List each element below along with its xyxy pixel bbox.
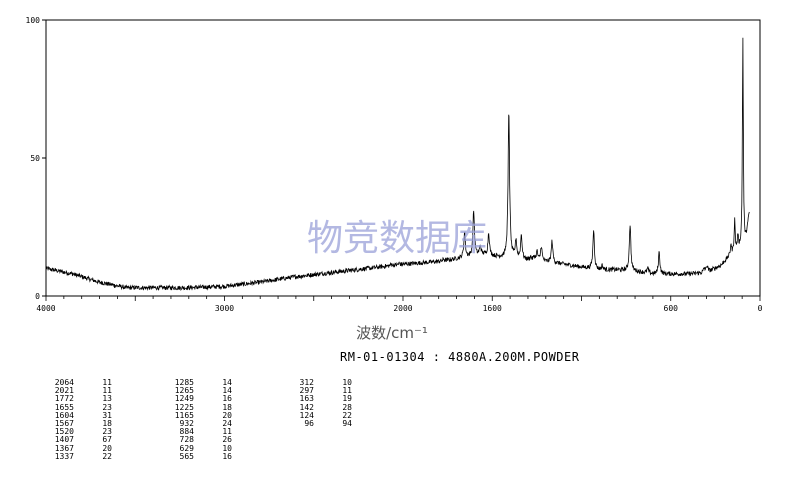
peak-wavenumber: 96 [304, 418, 314, 428]
x-tick-label: 600 [664, 304, 679, 313]
peak-intensity: 18 [222, 402, 232, 412]
sample-caption: RM-01-01304 : 4880A.200M.POWDER [340, 350, 580, 364]
x-tick-label: 0 [758, 304, 763, 313]
y-axis: 100 50 0 [26, 16, 46, 301]
peak-wavenumber: 163 [299, 394, 314, 404]
peak-intensity: 26 [222, 435, 232, 445]
peak-row: 1165 20 [166, 410, 232, 420]
peak-intensity: 10 [342, 378, 352, 387]
peak-wavenumber: 1285 [174, 378, 194, 387]
peak-wavenumber: 297 [299, 386, 314, 396]
peak-row: 1520 23 [46, 427, 112, 437]
peak-row: 163 19 [286, 395, 352, 403]
peak-wavenumber: 142 [299, 402, 314, 412]
peak-intensity: 22 [342, 410, 352, 420]
peak-row: 96 94 [286, 418, 352, 428]
peak-wavenumber: 312 [299, 378, 314, 387]
peak-wavenumber: 884 [179, 427, 194, 437]
peak-row: 1367 20 [46, 443, 112, 453]
peak-intensity: 13 [102, 394, 112, 404]
peak-intensity: 16 [222, 451, 232, 461]
peak-intensity: 19 [342, 394, 352, 404]
peak-wavenumber: 1520 [54, 427, 74, 437]
peak-row: 728 26 [166, 436, 232, 444]
peak-wavenumber: 2064 [54, 378, 74, 387]
peak-row: 312 10 [286, 378, 352, 387]
peak-wavenumber: 1225 [174, 402, 194, 412]
peak-intensity: 14 [222, 386, 232, 396]
peak-row: 2021 11 [46, 386, 112, 396]
peak-wavenumber: 2021 [54, 386, 74, 396]
y-tick-label: 0 [35, 292, 40, 301]
peak-intensity: 94 [342, 418, 352, 428]
peak-row: 297 11 [286, 386, 352, 396]
peak-intensity: 67 [102, 435, 112, 445]
peak-wavenumber: 1604 [54, 410, 74, 420]
peak-row: 1265 14 [166, 386, 232, 396]
spectrum-line [45, 37, 750, 291]
peak-intensity: 20 [102, 443, 112, 453]
peak-wavenumber: 1265 [174, 386, 194, 396]
peak-intensity: 23 [102, 427, 112, 437]
peak-intensity: 11 [102, 378, 112, 387]
peak-row: 1407 67 [46, 436, 112, 444]
peak-column: 312 10 297 11 163 19 142 28 124 22 96 94 [286, 378, 352, 428]
peak-wavenumber: 1165 [174, 410, 194, 420]
peak-intensity: 23 [102, 402, 112, 412]
x-tick-label: 4000 [36, 304, 55, 313]
peak-wavenumber: 932 [179, 418, 194, 428]
x-tick-label: 3000 [215, 304, 234, 313]
x-axis-label: 波数/cm⁻¹ [356, 324, 428, 342]
peak-wavenumber: 1772 [54, 394, 74, 404]
peak-intensity: 31 [102, 410, 112, 420]
peak-row: 565 16 [166, 451, 232, 461]
peak-intensity: 22 [102, 451, 112, 461]
peak-intensity: 24 [222, 418, 232, 428]
peak-wavenumber: 728 [179, 435, 194, 445]
peak-wavenumber: 565 [179, 451, 194, 461]
peak-column: 2064 11 2021 11 1772 13 1655 23 1604 31 1567 18 1520… [46, 378, 112, 461]
peak-row: 1285 14 [166, 378, 232, 387]
peak-row: 1772 13 [46, 395, 112, 403]
peak-intensity: 28 [342, 402, 352, 412]
peak-intensity: 20 [222, 410, 232, 420]
peak-intensity: 11 [102, 386, 112, 396]
peak-row: 1604 31 [46, 410, 112, 420]
peak-wavenumber: 1337 [54, 451, 74, 461]
y-tick-label: 100 [26, 16, 41, 25]
peak-row: 1655 23 [46, 402, 112, 412]
peak-wavenumber: 124 [299, 410, 314, 420]
peak-intensity: 14 [222, 378, 232, 387]
x-tick-label: 2000 [393, 304, 412, 313]
peak-row: 1249 16 [166, 395, 232, 403]
peak-row: 2064 11 [46, 378, 112, 387]
peak-intensity: 10 [222, 443, 232, 453]
peak-intensity: 11 [342, 386, 352, 396]
y-tick-label: 50 [30, 154, 40, 163]
peak-row: 1225 18 [166, 402, 232, 412]
peak-row: 932 24 [166, 418, 232, 428]
watermark: 物竞数据库 [307, 218, 487, 259]
peak-wavenumber: 1567 [54, 418, 74, 428]
peak-row: 142 28 [286, 402, 352, 412]
peak-column: 1285 14 1265 14 1249 16 1225 18 1165 20 932 24 884 11… [166, 378, 232, 461]
peak-row: 1567 18 [46, 418, 112, 428]
peak-intensity: 11 [222, 427, 232, 437]
peak-wavenumber: 1367 [54, 443, 74, 453]
x-tick-label: 1600 [483, 304, 502, 313]
peak-row: 124 22 [286, 410, 352, 420]
x-axis: 4000 3000 2000 1600 600 0 [36, 296, 763, 313]
peak-wavenumber: 1407 [54, 435, 74, 445]
peak-wavenumber: 629 [179, 443, 194, 453]
peak-intensity: 16 [222, 394, 232, 404]
peak-intensity: 18 [102, 418, 112, 428]
peak-row: 884 11 [166, 427, 232, 437]
peak-row: 1337 22 [46, 451, 112, 461]
peak-row: 629 10 [166, 443, 232, 453]
peak-wavenumber: 1249 [174, 394, 194, 404]
peak-wavenumber: 1655 [54, 402, 74, 412]
